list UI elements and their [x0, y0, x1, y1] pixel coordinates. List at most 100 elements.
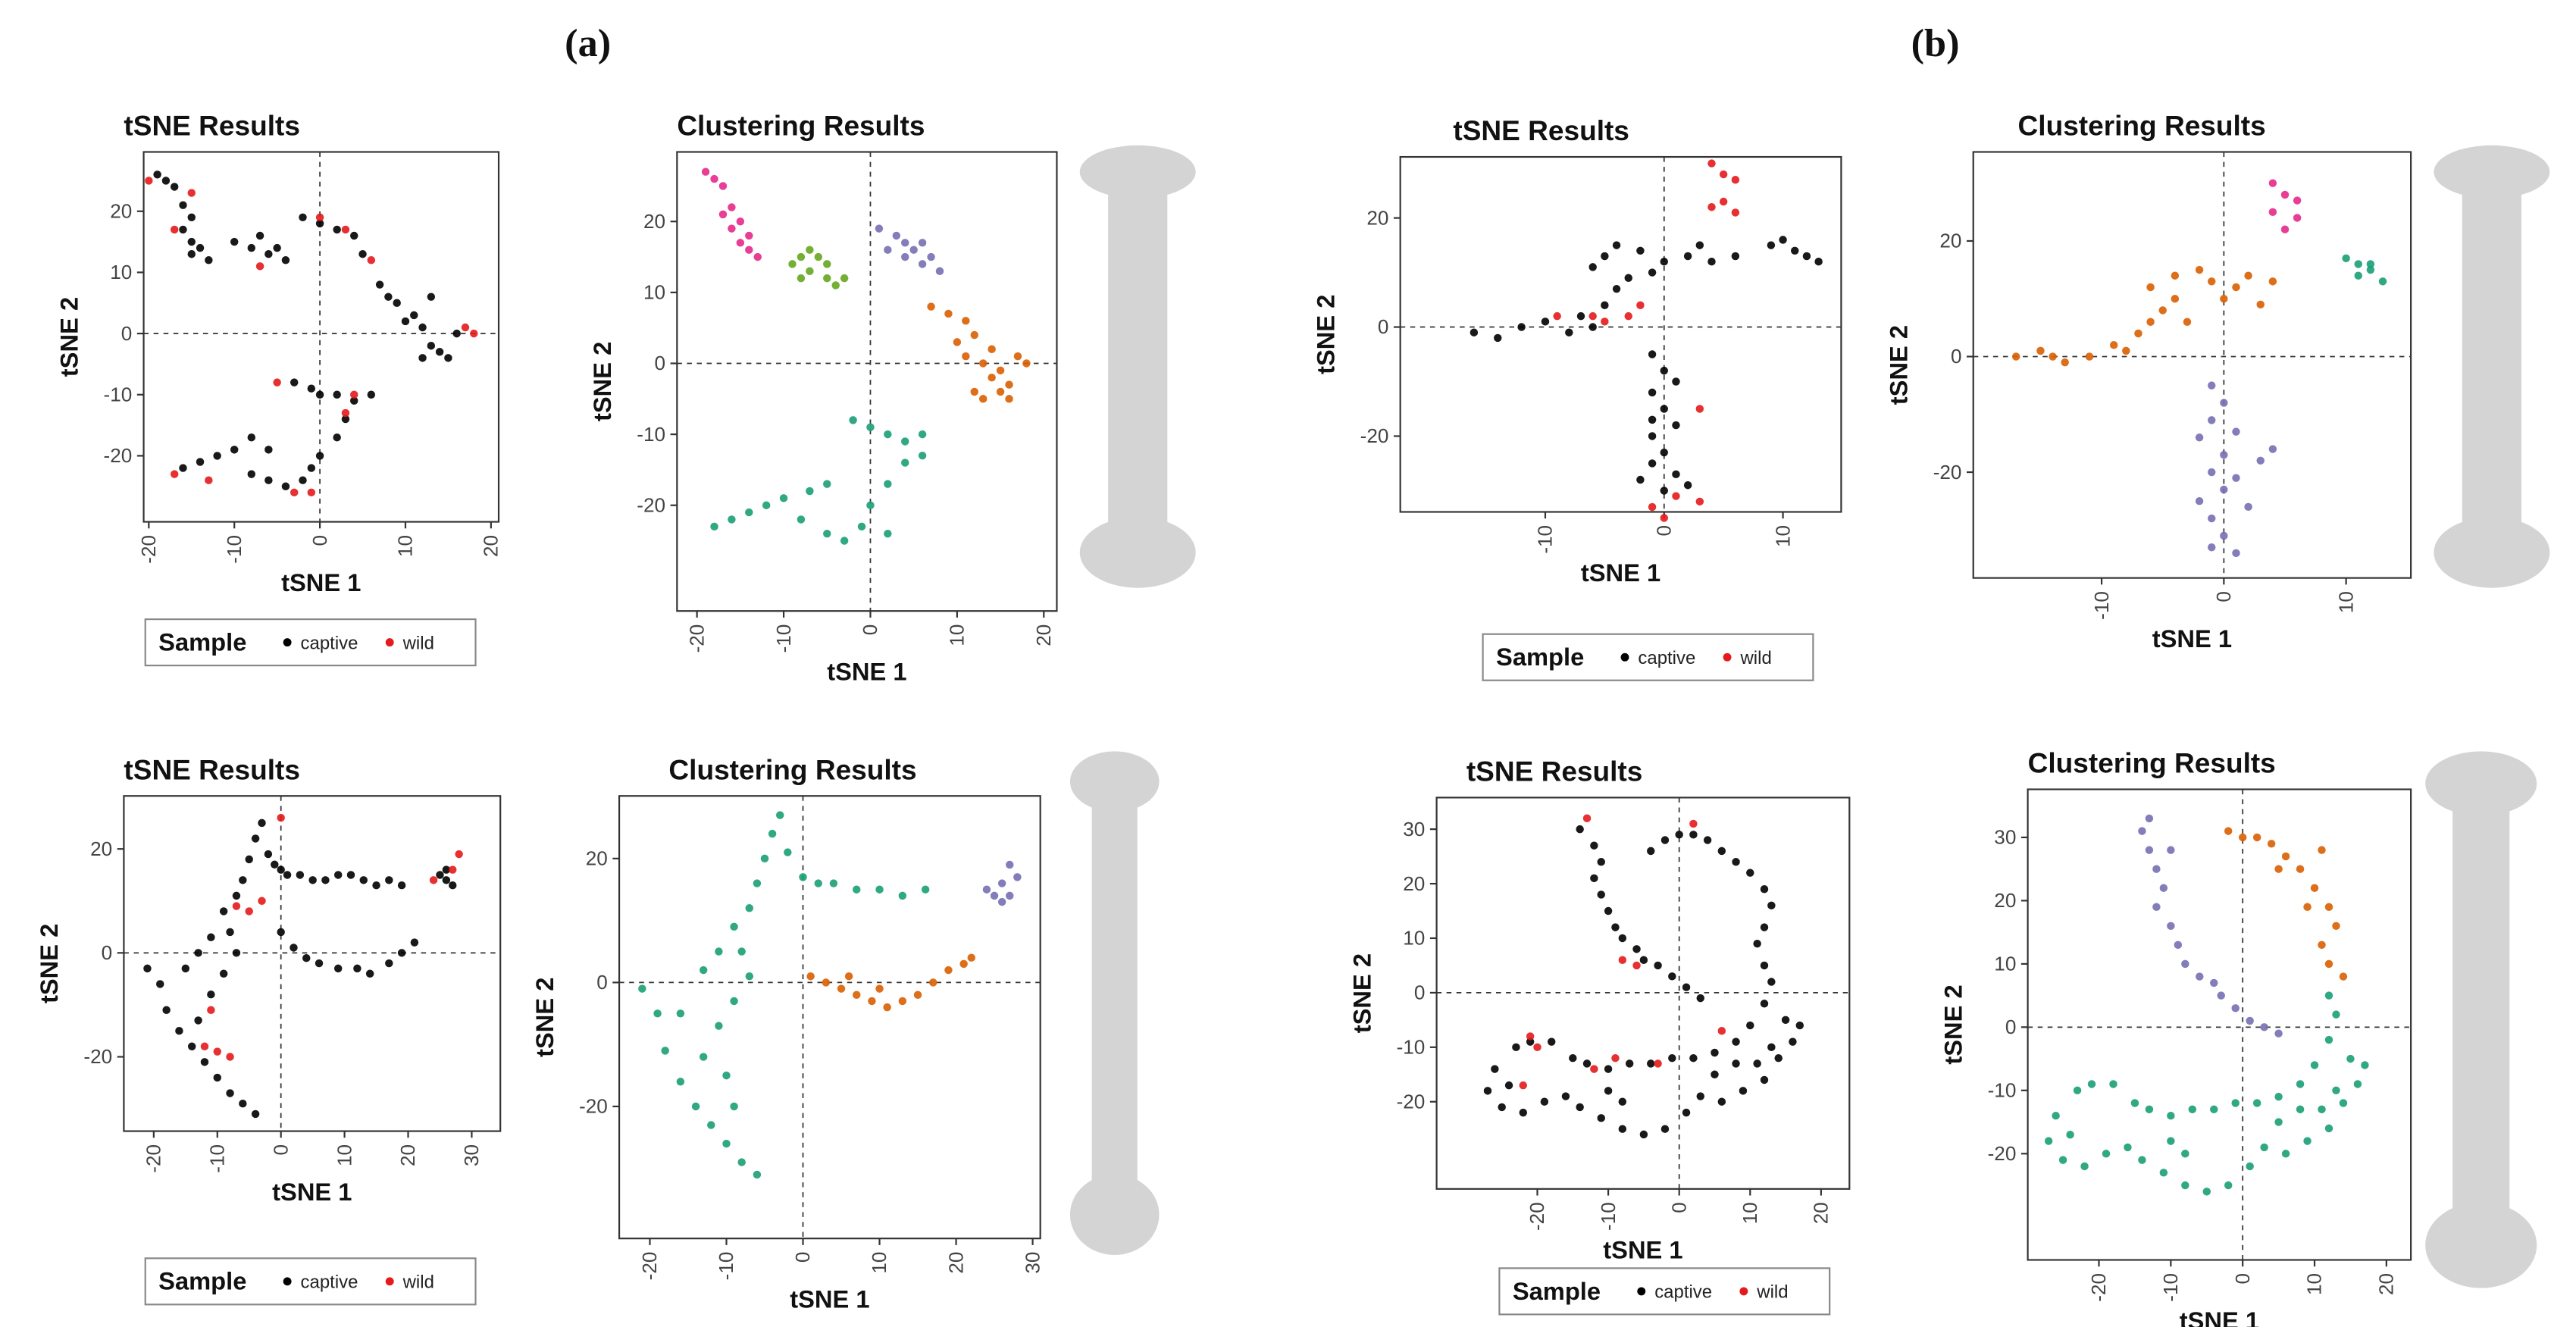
point	[2124, 1143, 2132, 1152]
point	[718, 182, 728, 190]
point	[2109, 341, 2118, 349]
y-tick-label: 0	[2005, 1016, 2017, 1038]
point	[385, 876, 393, 884]
plot-frame	[676, 151, 1058, 612]
point	[1760, 885, 1769, 894]
plot-frame	[2027, 788, 2412, 1261]
point	[875, 984, 884, 993]
panel-label: (b)	[1911, 21, 1960, 65]
point	[213, 1047, 221, 1056]
point	[1618, 1125, 1627, 1133]
point	[251, 834, 260, 843]
point	[2061, 358, 2069, 367]
point	[1632, 961, 1641, 970]
point	[307, 488, 316, 497]
point	[281, 482, 290, 490]
point	[745, 246, 753, 254]
point	[1711, 1048, 1719, 1057]
point	[2196, 972, 2204, 981]
point	[2231, 1099, 2240, 1107]
point	[346, 871, 355, 879]
point	[1582, 814, 1592, 822]
point	[2281, 1150, 2290, 1158]
chart-title: Clustering Results	[2028, 747, 2276, 779]
point	[722, 1139, 731, 1148]
point	[247, 433, 256, 442]
point	[1779, 236, 1787, 244]
point	[718, 210, 728, 219]
point	[884, 480, 892, 488]
x-tick-label: -10	[2090, 591, 2113, 620]
x-tick-label: 10	[333, 1144, 355, 1166]
point	[970, 330, 978, 340]
point	[1597, 858, 1605, 866]
legend-label: captive	[301, 633, 358, 653]
point	[2174, 940, 2183, 950]
point	[1639, 956, 1648, 964]
point	[840, 274, 849, 283]
point	[315, 452, 324, 460]
point	[1519, 1108, 1528, 1117]
point	[194, 1016, 202, 1025]
point	[1767, 241, 1776, 249]
point	[2303, 903, 2312, 911]
point	[728, 224, 736, 233]
point	[341, 225, 350, 234]
point	[927, 252, 935, 261]
point	[806, 246, 814, 254]
point	[1022, 359, 1031, 368]
point	[2324, 991, 2333, 1000]
point	[1654, 961, 1662, 970]
point	[918, 260, 927, 268]
point	[2036, 346, 2045, 355]
y-tick-label: 0	[655, 352, 666, 374]
legend-label: captive	[1654, 1282, 1712, 1303]
chart-title: tSNE Results	[1466, 756, 1643, 787]
point	[901, 459, 909, 467]
point	[2167, 1137, 2175, 1145]
point	[410, 938, 419, 947]
point	[2220, 450, 2228, 459]
point	[2224, 1181, 2233, 1190]
point	[823, 480, 831, 488]
legend-marker	[283, 1277, 292, 1286]
point	[962, 317, 970, 325]
point	[333, 433, 341, 442]
x-tick-label: 10	[394, 535, 417, 557]
point	[187, 237, 196, 246]
point	[2232, 549, 2240, 558]
point	[2181, 959, 2189, 969]
point	[737, 1158, 746, 1166]
legend-label: captive	[1638, 648, 1695, 668]
point	[2238, 833, 2247, 842]
point	[290, 488, 299, 497]
x-tick-label: -20	[1526, 1202, 1548, 1231]
point	[2207, 381, 2216, 390]
point	[1005, 395, 1013, 403]
point	[2318, 940, 2326, 950]
point	[247, 243, 256, 252]
point	[1683, 252, 1692, 261]
point	[1612, 241, 1621, 249]
point	[436, 871, 444, 879]
point	[2232, 427, 2240, 436]
point	[1013, 873, 1022, 881]
point	[1660, 366, 1669, 375]
point	[307, 464, 316, 472]
x-tick-label: 0	[269, 1144, 292, 1156]
point	[2296, 1105, 2305, 1114]
point	[1582, 1059, 1592, 1068]
point	[410, 311, 418, 320]
point	[699, 966, 708, 975]
point	[207, 1006, 215, 1014]
point	[1013, 352, 1022, 361]
point	[2058, 1156, 2067, 1164]
legend-title: Sample	[158, 1267, 246, 1295]
x-tick-label: 10	[868, 1252, 890, 1274]
point	[2158, 306, 2167, 315]
point	[258, 818, 266, 828]
plot-frame	[1972, 151, 2412, 579]
x-axis-label: tSNE 1	[2152, 624, 2232, 653]
plot-frame	[618, 795, 1041, 1240]
y-tick-label: -10	[1988, 1079, 2017, 1102]
